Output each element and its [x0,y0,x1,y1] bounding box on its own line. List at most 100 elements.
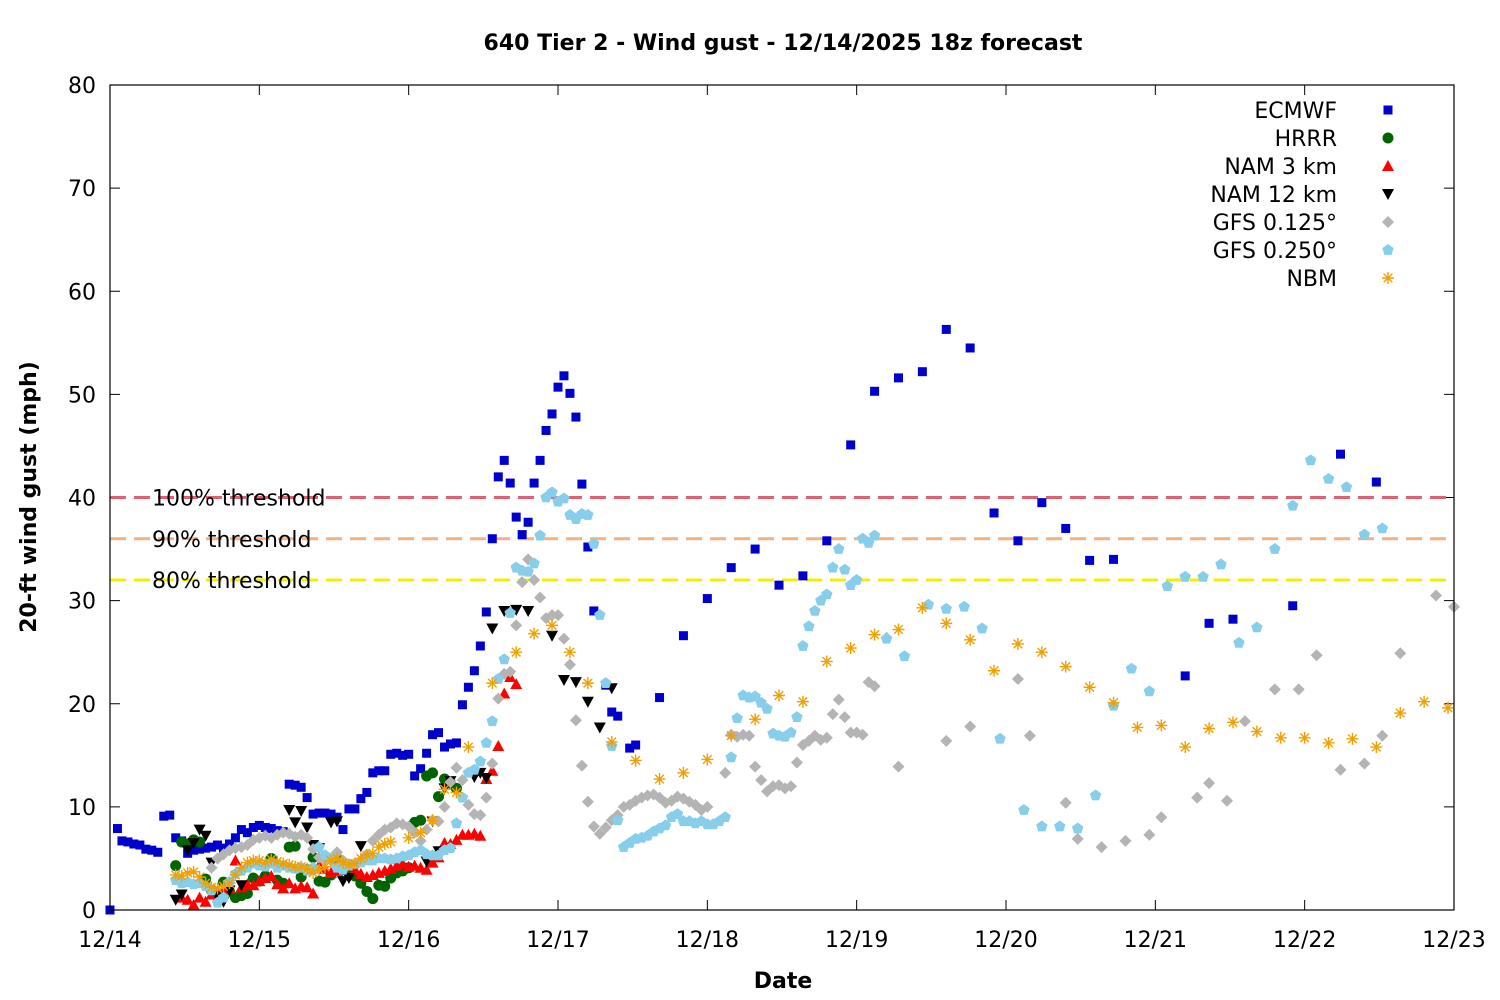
data-point [1226,716,1239,729]
data-point [505,478,515,488]
x-tick-label: 12/19 [825,928,888,953]
data-point [607,707,617,717]
data-point [450,761,463,774]
data-point [1336,449,1346,459]
data-point [702,594,712,604]
legend-label: NAM 12 km [1210,183,1337,208]
data-point [594,609,606,620]
legend-marker [1382,216,1394,228]
data-point [301,881,314,893]
data-point [295,860,308,873]
data-point [486,715,498,727]
data-point [165,810,175,820]
data-point [528,574,541,586]
y-tick-label: 40 [68,487,96,512]
data-point [821,588,833,600]
threshold-label: 100% threshold [152,487,326,512]
data-point [916,601,929,614]
data-point [1095,841,1108,854]
legend-label: HRRR [1275,127,1337,152]
data-point [565,388,575,398]
data-point [868,529,881,541]
data-point [193,891,206,903]
data-point [784,780,797,793]
data-point [266,824,276,834]
data-point [379,880,391,892]
legend-label: NBM [1286,267,1337,292]
data-point [593,827,606,840]
data-point [360,849,373,862]
data-point [284,779,294,789]
y-tick-label: 30 [68,590,96,615]
data-point [224,839,234,849]
data-point [1061,523,1071,533]
data-point [571,412,581,422]
data-point [1269,543,1281,554]
data-point [1251,621,1263,633]
legend-marker [1382,132,1394,144]
data-point [427,767,439,779]
data-point [242,828,252,838]
data-point [940,617,953,630]
y-axis-label: 20-ft wind gust (mph) [17,361,42,633]
data-point [301,862,314,875]
data-point [1059,796,1072,809]
data-point [313,841,325,852]
data-point [790,756,803,769]
data-point [994,732,1006,744]
data-point [547,409,557,419]
data-point [1109,554,1119,564]
data-point [271,878,284,890]
data-point [989,508,999,518]
data-point [342,858,355,871]
data-point [348,857,361,870]
data-point [659,819,672,831]
data-point [195,844,205,854]
data-point [1371,477,1381,487]
legend-label: GFS 0.125° [1213,211,1337,236]
x-tick-label: 12/16 [377,928,440,953]
data-point [201,843,211,853]
data-point [492,740,505,752]
data-point [719,766,732,779]
data-point [235,861,248,874]
threshold-label: 80% threshold [152,569,312,594]
data-point [773,689,786,702]
data-point [898,650,911,662]
data-point [1018,803,1030,815]
data-point [1059,660,1072,673]
data-point [468,763,481,775]
data-point [199,830,212,842]
data-point [129,839,139,849]
data-point [325,854,338,867]
data-point [1037,498,1047,508]
data-point [307,866,320,879]
data-point [171,833,181,843]
data-point [964,633,977,646]
data-point [493,472,503,482]
data-point [726,563,736,573]
x-tick-label: 12/23 [1422,928,1485,953]
data-point [743,729,756,742]
data-point [523,517,533,527]
data-point [487,534,497,544]
data-point [362,787,372,797]
data-point [434,728,444,738]
data-point [283,804,296,816]
data-point [480,791,493,804]
data-point [229,854,242,866]
data-point [655,693,665,703]
data-point [719,811,731,823]
data-point [486,623,499,635]
data-point [296,782,306,792]
data-point [510,646,523,659]
data-point [761,702,773,714]
data-point [731,712,743,724]
data-point [749,690,761,702]
data-point [976,622,988,634]
data-point [701,800,714,813]
data-point [653,773,666,786]
data-point [444,776,457,789]
data-point [205,881,218,894]
data-point [559,371,569,381]
